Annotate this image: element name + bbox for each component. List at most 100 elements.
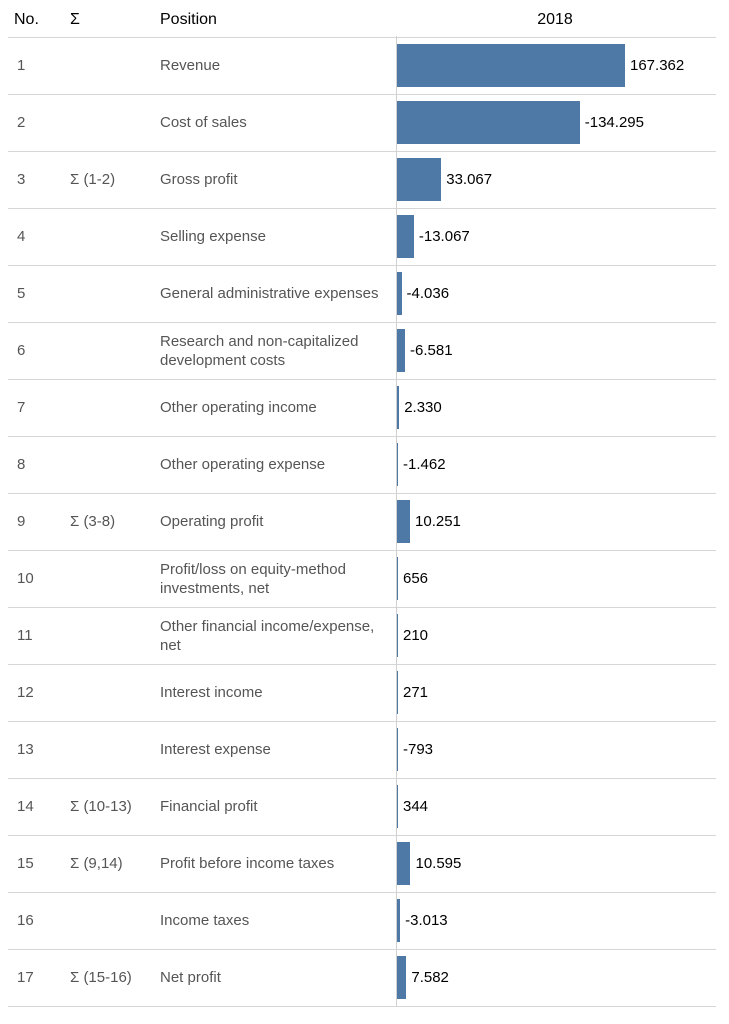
row-sum-formula: Σ (1-2) xyxy=(70,171,116,188)
row-separator xyxy=(8,37,716,38)
table-row: 4 Selling expense -13.067 xyxy=(8,208,716,264)
row-position-label: Gross profit xyxy=(160,171,238,188)
bar xyxy=(396,785,398,828)
row-number: 5 xyxy=(17,285,26,302)
table-row: 16 Income taxes -3.013 xyxy=(8,892,716,948)
row-number: 10 xyxy=(17,570,34,587)
bar-axis-line xyxy=(396,36,397,1006)
row-separator xyxy=(8,493,716,494)
row-number: 8 xyxy=(17,456,26,473)
bar xyxy=(396,215,414,258)
bar xyxy=(396,443,398,486)
data-label: 344 xyxy=(403,798,429,815)
row-position-label: Other operating income xyxy=(160,399,317,416)
data-label: -1.462 xyxy=(403,456,446,473)
bar xyxy=(396,956,407,999)
table-row: 17 Σ (15-16) Net profit 7.582 xyxy=(8,949,716,1005)
row-number: 16 xyxy=(17,912,34,929)
row-number: 2 xyxy=(17,114,26,131)
bar xyxy=(396,329,405,372)
row-position-label: Interest income xyxy=(160,684,263,701)
table-row: 7 Other operating income 2.330 xyxy=(8,379,716,435)
data-label: 2.330 xyxy=(404,399,442,416)
table-row: 10 Profit/loss on equity-method investmen… xyxy=(8,550,716,606)
bar xyxy=(396,44,625,87)
row-number: 11 xyxy=(17,627,33,644)
data-label: 656 xyxy=(403,570,429,587)
bar xyxy=(396,158,442,201)
row-separator xyxy=(8,436,716,437)
row-position-label: Other operating expense xyxy=(160,456,326,473)
row-number: 1 xyxy=(17,57,26,74)
row-sum-formula: Σ (3-8) xyxy=(70,513,116,530)
table-row: 12 Interest income 271 xyxy=(8,664,716,720)
data-label: 210 xyxy=(403,627,429,644)
table-bottom-border xyxy=(8,1006,716,1007)
row-separator xyxy=(8,949,716,950)
row-number: 15 xyxy=(17,855,34,872)
row-position-label: Research and non-capitalized development… xyxy=(160,332,359,369)
row-position-label: Other financial income/expense, net xyxy=(160,617,375,654)
table-row: 13 Interest expense -793 xyxy=(8,721,716,777)
row-position-label: Interest expense xyxy=(160,741,271,758)
row-separator xyxy=(8,778,716,779)
row-separator xyxy=(8,721,716,722)
row-number: 14 xyxy=(17,798,34,815)
data-label: 7.582 xyxy=(411,969,449,986)
bar xyxy=(396,500,411,543)
row-sum-formula: Σ (10-13) xyxy=(70,798,132,815)
row-position-label: Profit/loss on equity-method investments… xyxy=(160,560,346,597)
table-row: 9 Σ (3-8) Operating profit 10.251 xyxy=(8,493,716,549)
data-label: -3.013 xyxy=(405,912,448,929)
bar xyxy=(396,101,580,144)
bar xyxy=(396,557,398,600)
row-separator xyxy=(8,265,716,266)
data-label: 271 xyxy=(403,684,429,701)
row-separator xyxy=(8,151,716,152)
bar xyxy=(396,614,398,657)
data-label: 167.362 xyxy=(630,57,685,74)
row-number: 7 xyxy=(17,399,26,416)
row-position-label: Net profit xyxy=(160,969,221,986)
row-position-label: Profit before income taxes xyxy=(160,855,335,872)
data-label: -793 xyxy=(403,741,434,758)
row-number: 3 xyxy=(17,171,26,188)
data-label: -13.067 xyxy=(418,228,470,245)
row-position-label: Operating profit xyxy=(160,513,264,530)
row-sum-formula: Σ (9,14) xyxy=(70,855,123,872)
row-number: 12 xyxy=(17,684,34,701)
table-row: 2 Cost of sales -134.295 xyxy=(8,94,716,150)
table-row: 5 General administrative expenses -4.036 xyxy=(8,265,716,321)
row-position-label: Revenue xyxy=(160,57,221,74)
row-position-label: General administrative expenses xyxy=(160,285,379,302)
header-sigma: Σ xyxy=(70,11,80,28)
row-separator xyxy=(8,379,716,380)
table-row: 11 Other financial income/expense, net 210 xyxy=(8,607,716,663)
data-label: -6.581 xyxy=(410,342,453,359)
header-position: Position xyxy=(160,11,217,28)
table-row: 3 Σ (1-2) Gross profit 33.067 xyxy=(8,151,716,207)
bar xyxy=(396,272,402,315)
table-row: 14 Σ (10-13) Financial profit 344 xyxy=(8,778,716,834)
row-number: 6 xyxy=(17,342,26,359)
table-row: 8 Other operating expense -1.462 xyxy=(8,436,716,492)
row-number: 4 xyxy=(17,228,26,245)
row-position-label: Financial profit xyxy=(160,798,258,815)
row-number: 17 xyxy=(17,969,34,986)
row-separator xyxy=(8,607,716,608)
data-label: 10.595 xyxy=(415,855,462,872)
table-row: 6 Research and non-capitalized developmen… xyxy=(8,322,716,378)
row-position-label: Selling expense xyxy=(160,228,266,245)
bar xyxy=(396,671,398,714)
row-position-label: Cost of sales xyxy=(160,114,247,131)
row-separator xyxy=(8,322,716,323)
row-separator xyxy=(8,208,716,209)
data-label: 10.251 xyxy=(415,513,461,530)
data-label: 33.067 xyxy=(446,171,493,188)
row-number: 13 xyxy=(17,741,34,758)
bar xyxy=(396,386,400,429)
row-sum-formula: Σ (15-16) xyxy=(70,969,132,986)
row-number: 9 xyxy=(17,513,26,530)
row-separator xyxy=(8,550,716,551)
data-label: -4.036 xyxy=(406,285,450,302)
